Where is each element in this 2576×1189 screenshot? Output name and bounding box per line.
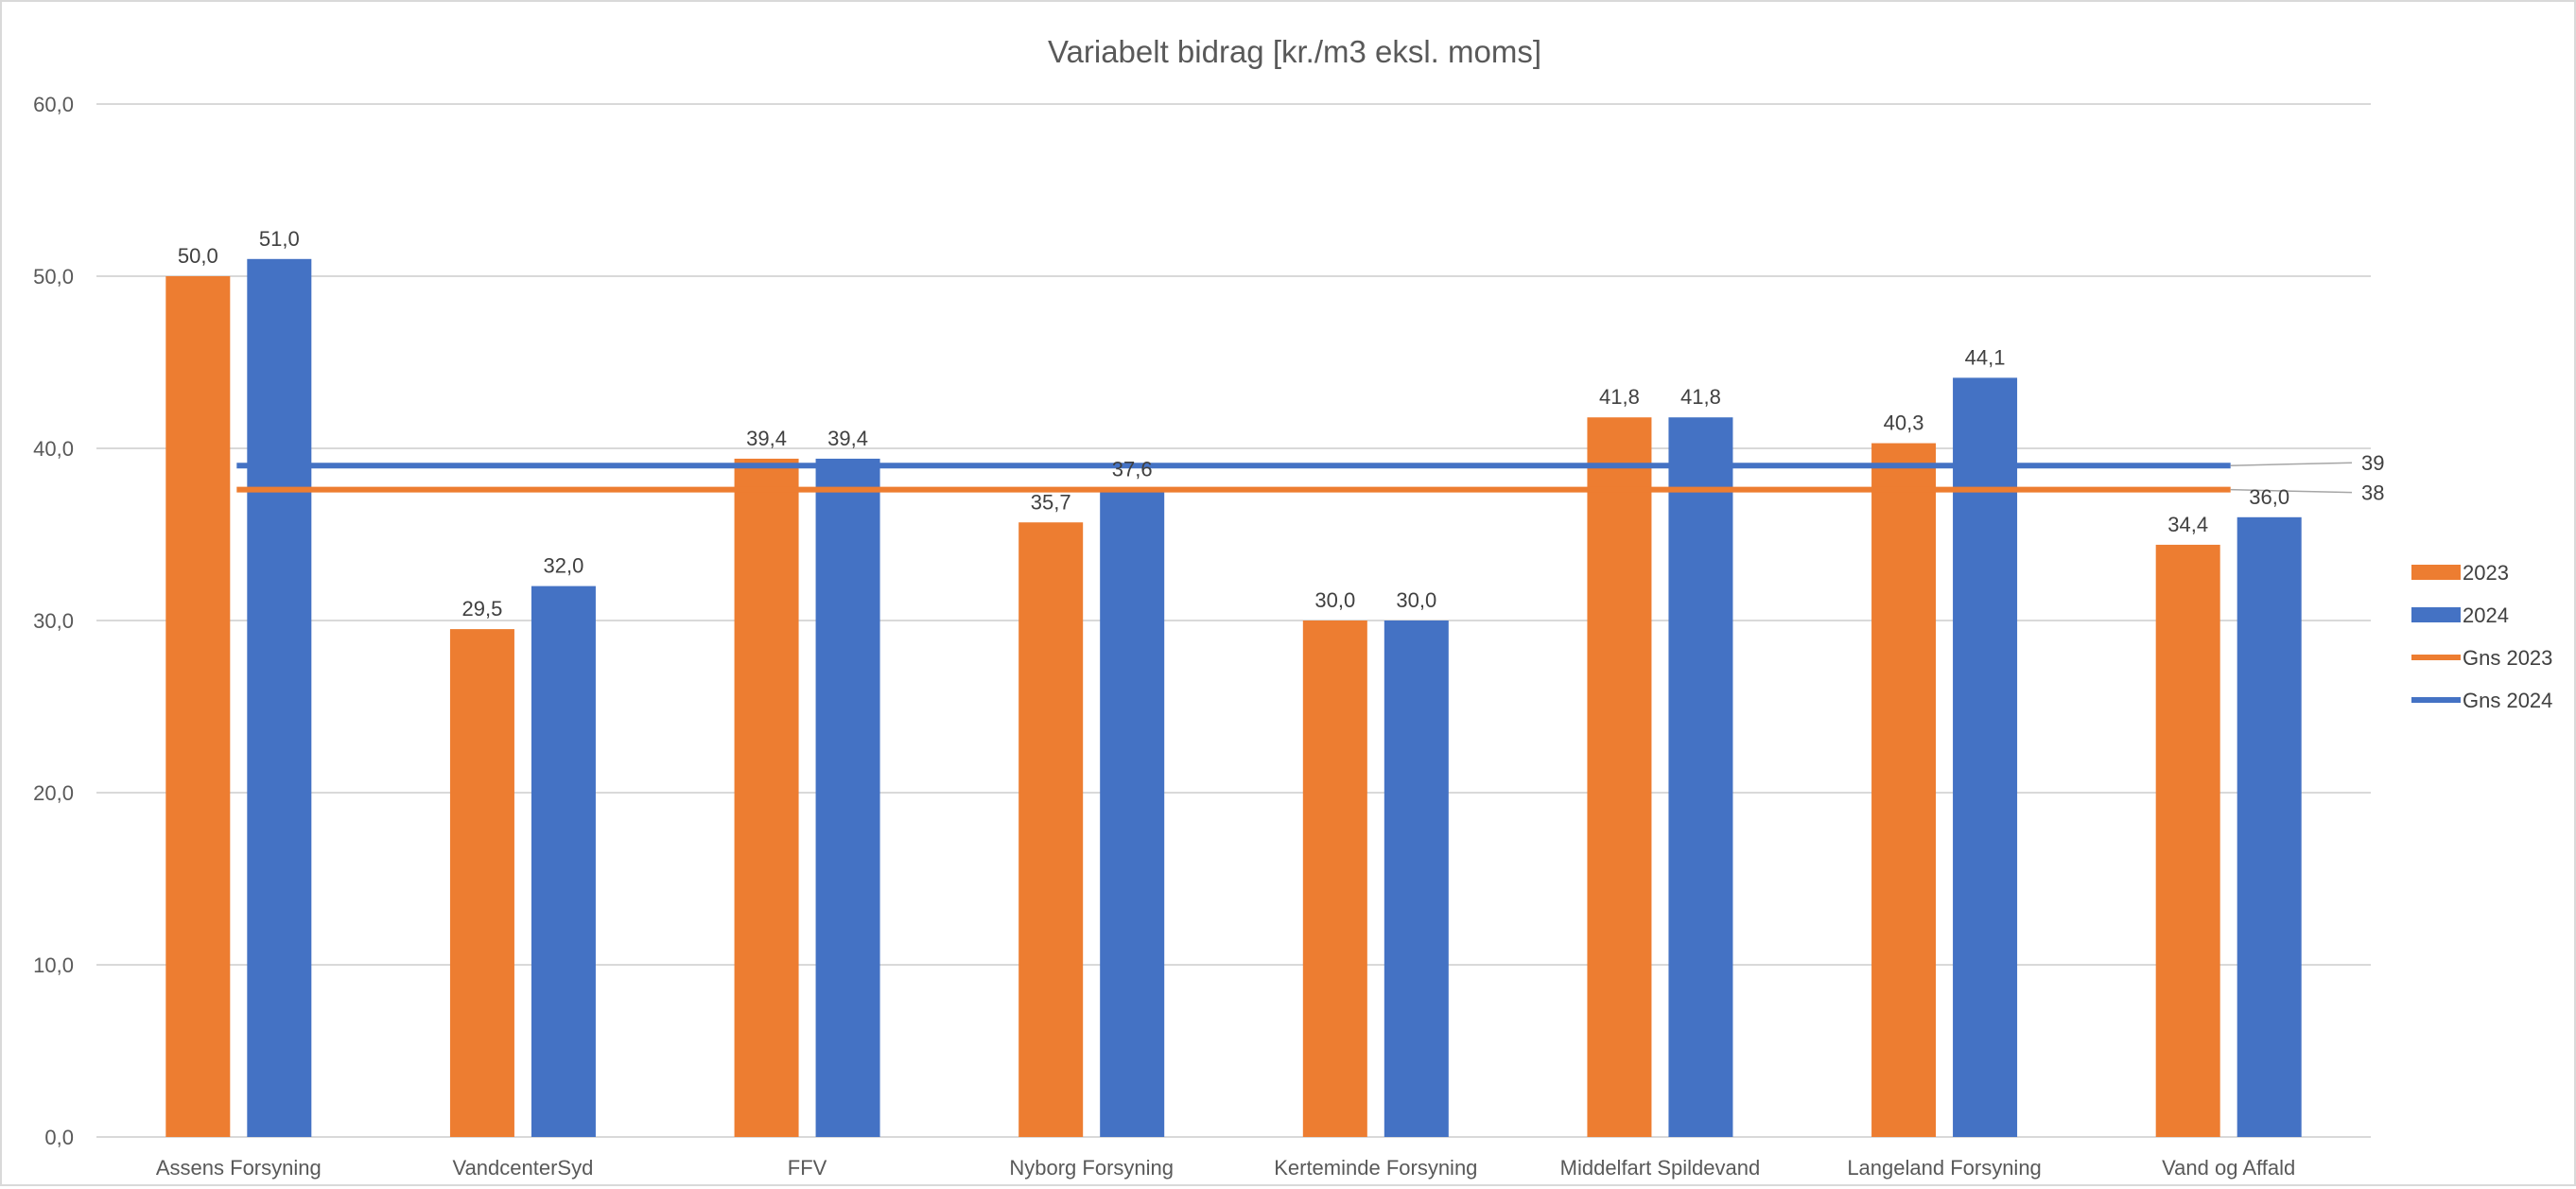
- legend-label: Gns 2023: [2463, 646, 2552, 670]
- bar-2023: [2155, 544, 2220, 1137]
- bar-2023: [449, 629, 514, 1137]
- x-tick-label: Kerteminde Forsyning: [1274, 1156, 1477, 1180]
- bar-2024: [2237, 516, 2302, 1137]
- bar-2023: [734, 458, 799, 1137]
- leader-line: [2230, 462, 2353, 466]
- x-tick-label: Assens Forsyning: [156, 1156, 322, 1180]
- data-label: 39,4: [827, 427, 868, 450]
- y-tick-label: 10,0: [33, 953, 74, 977]
- y-tick-label: 20,0: [33, 781, 74, 805]
- legend-label: 2023: [2463, 561, 2509, 585]
- data-label: 39,4: [746, 427, 787, 450]
- data-label: 36,0: [2249, 485, 2289, 509]
- data-label: 29,5: [462, 597, 503, 621]
- bar-2024: [1668, 417, 1733, 1137]
- legend-swatch: [2411, 607, 2461, 622]
- data-label: 41,8: [1599, 385, 1640, 409]
- bar-2023: [1302, 621, 1367, 1137]
- y-tick-label: 40,0: [33, 437, 74, 461]
- data-label: 41,8: [1680, 385, 1721, 409]
- y-tick-label: 60,0: [33, 93, 74, 116]
- x-tick-label: FFV: [788, 1156, 827, 1180]
- y-tick-label: 50,0: [33, 265, 74, 289]
- legend-swatch: [2411, 565, 2461, 580]
- leader-line: [2230, 488, 2353, 494]
- data-label: 37,6: [1112, 458, 1153, 481]
- bar-2024: [1953, 377, 2018, 1137]
- data-label: 30,0: [1314, 588, 1355, 612]
- y-tick-label: 0,0: [44, 1126, 74, 1149]
- bar-2024: [1384, 621, 1449, 1137]
- legend-label: Gns 2024: [2463, 689, 2552, 712]
- x-tick-label: Vand og Affald: [2162, 1156, 2295, 1180]
- y-tick-label: 30,0: [33, 609, 74, 633]
- bar-2023: [1587, 417, 1652, 1137]
- data-label: 40,3: [1884, 411, 1924, 435]
- legend-label: 2024: [2463, 603, 2509, 627]
- x-tick-label: Langeland Forsyning: [1847, 1156, 2041, 1180]
- chart-title: Variabelt bidrag [kr./m3 eksl. moms]: [1048, 34, 1541, 69]
- x-tick-label: VandcenterSyd: [453, 1156, 594, 1180]
- data-label: 30,0: [1396, 588, 1436, 612]
- data-label: 35,7: [1031, 490, 1071, 514]
- x-tick-label: Nyborg Forsyning: [1009, 1156, 1174, 1180]
- x-tick-label: Middelfart Spildevand: [1560, 1156, 1761, 1180]
- bar-2023: [165, 276, 231, 1137]
- data-label: 32,0: [544, 554, 584, 578]
- data-label: 50,0: [178, 244, 218, 268]
- bar-2023: [1871, 443, 1937, 1137]
- bar-2024: [531, 586, 596, 1137]
- average-line-label: 39: [2361, 451, 2384, 475]
- data-label: 44,1: [1965, 345, 2006, 369]
- bar-2024: [815, 458, 880, 1137]
- data-label: 51,0: [259, 227, 300, 251]
- bar-2023: [1018, 522, 1084, 1137]
- bar-2024: [1100, 489, 1165, 1137]
- data-label: 34,4: [2167, 513, 2208, 536]
- bar-2024: [247, 258, 312, 1137]
- average-line-label: 38: [2361, 481, 2384, 505]
